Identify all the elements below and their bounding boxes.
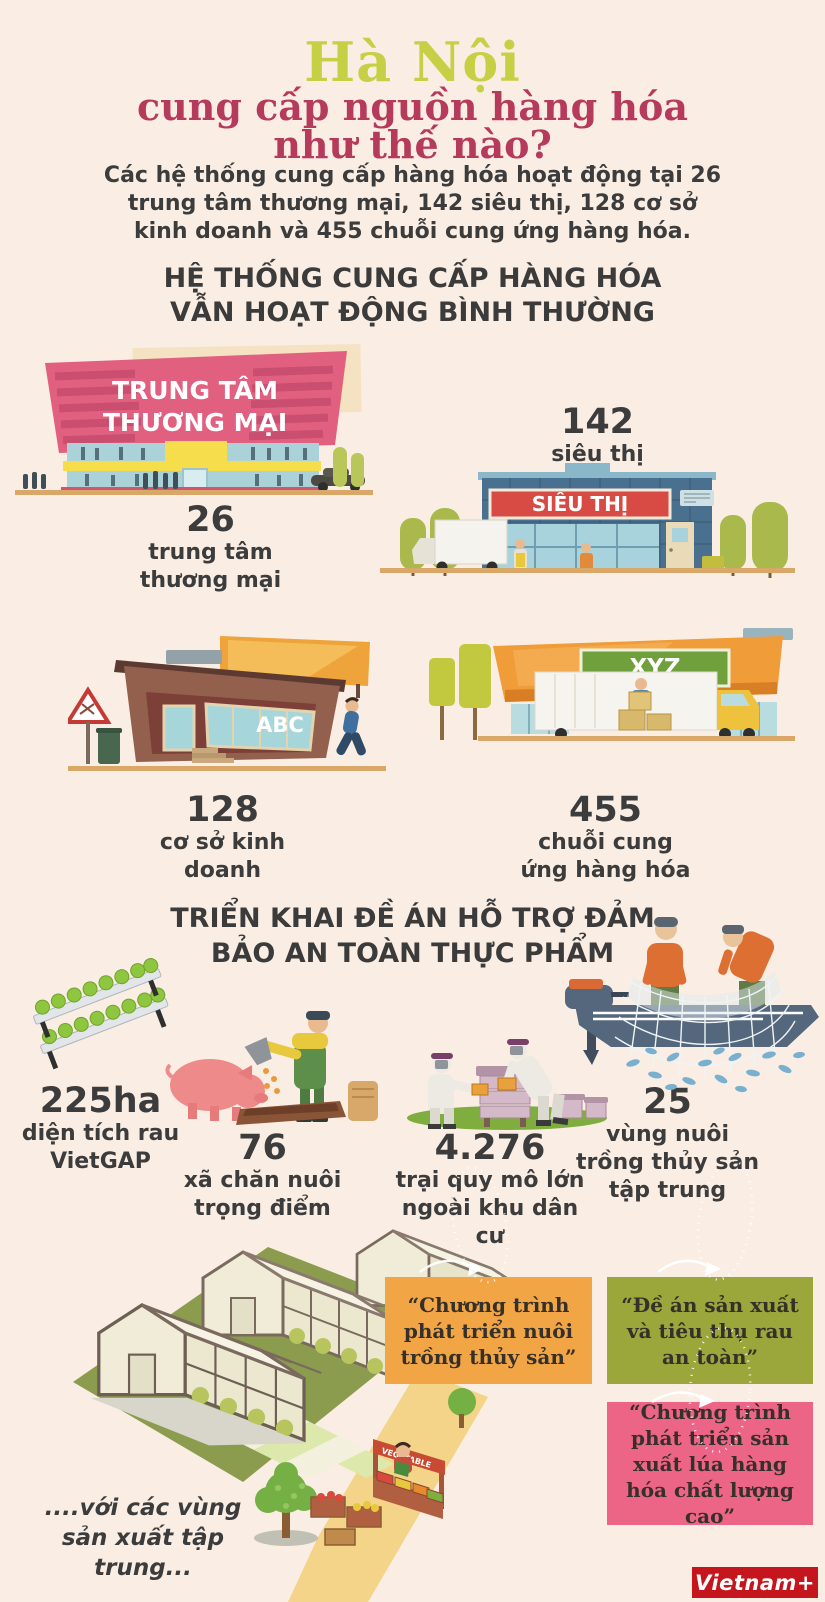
fishing-boat-icon	[565, 917, 819, 1093]
stat-farms-value: 4.276	[434, 1128, 546, 1168]
shop-icon: ABC	[68, 636, 386, 771]
shop-sign: ABC	[256, 713, 304, 737]
stat-vietgap-label: diện tích rau VietGAP	[21, 1120, 180, 1174]
supermarket-icon: SIÊU THỊ	[380, 463, 795, 578]
stat-malls: 26 trung tâm thương mại	[138, 502, 283, 595]
mall-sign-line1: TRUNG TÂM	[112, 376, 278, 405]
stat-shops-value: 128	[185, 790, 260, 830]
stat-livestock: 76 xã chăn nuôi trọng điểm	[180, 1130, 345, 1223]
supermarket-sign: SIÊU THỊ	[532, 492, 629, 516]
stat-vietgap-value: 225ha	[39, 1081, 162, 1121]
program-box-aquaculture: “Chương trình phát triển nuôi trồng thủy…	[385, 1277, 592, 1384]
stat-supply-chains: 455 chuỗi cung ứng hàng hóa	[513, 792, 698, 885]
greenhouse-scene: VEGETABLE	[73, 1229, 530, 1602]
bee-farm-icon	[407, 1039, 608, 1130]
vietnamplus-logo: Vietnam+	[692, 1567, 818, 1598]
foodsafety-heading-line1: TRIỂN KHAI ĐỀ ÁN HỖ TRỢ ĐẢM	[170, 903, 655, 934]
stat-shops-label: cơ sở kinh doanh	[159, 829, 286, 883]
stat-shops: 128 cơ sở kinh doanh	[150, 792, 295, 885]
supply-heading-line2: VẪN HOẠT ĐỘNG BÌNH THƯỜNG	[170, 297, 655, 328]
stat-supply-chains-value: 455	[568, 790, 643, 830]
stat-livestock-value: 76	[238, 1128, 287, 1168]
footer-caption: ....với các vùng sản xuất tập trung...	[44, 1495, 242, 1581]
stat-malls-label: trung tâm thương mại	[139, 539, 282, 593]
page-subtitle-line1: cung cấp nguồn hàng hóa	[136, 84, 689, 129]
stat-livestock-label: xã chăn nuôi trọng điểm	[183, 1167, 342, 1221]
stat-aquaculture-label: vùng nuôi trồng thủy sản tập trung	[576, 1121, 759, 1204]
mall-sign-line2: THƯƠNG MẠI	[103, 408, 287, 437]
stat-supermarkets-label: siêu thị	[551, 441, 644, 467]
program-aquaculture-text: “Chương trình phát triển nuôi trồng thủy…	[400, 1292, 577, 1369]
stat-supermarkets-value: 142	[560, 402, 635, 442]
program-vegetable-text: “Đề án sản xuất và tiêu thụ rau an toàn”	[621, 1292, 799, 1369]
stat-malls-value: 26	[186, 500, 235, 540]
stat-supply-chains-label: chuỗi cung ứng hàng hóa	[520, 829, 691, 883]
intro-paragraph: Các hệ thống cung cấp hàng hóa hoạt động…	[103, 163, 722, 244]
pig-farm-icon	[165, 1011, 378, 1125]
foodsafety-heading-line2: BẢO AN TOÀN THỰC PHẨM	[210, 938, 615, 969]
warehouse-icon: XYZ	[429, 628, 795, 741]
stat-vietgap: 225ha diện tích rau VietGAP	[13, 1083, 188, 1176]
shopping-mall-icon: TRUNG TÂM THƯƠNG MẠI	[15, 344, 373, 495]
page-title: Hà Nội	[304, 30, 521, 94]
stat-aquaculture-value: 25	[643, 1082, 692, 1122]
supply-heading-line1: HỆ THỐNG CUNG CẤP HÀNG HÓA	[163, 263, 662, 294]
program-rice-text: “Chương trình phát triển sản xuất lúa hà…	[626, 1399, 794, 1528]
stat-supermarkets: 142 siêu thị	[510, 404, 685, 469]
program-box-vegetable: “Đề án sản xuất và tiêu thụ rau an toàn”	[607, 1277, 813, 1384]
hydroponics-icon	[33, 958, 169, 1070]
page-subtitle-line2: như thế nào?	[273, 122, 552, 167]
program-box-rice: “Chương trình phát triển sản xuất lúa hà…	[607, 1400, 813, 1528]
